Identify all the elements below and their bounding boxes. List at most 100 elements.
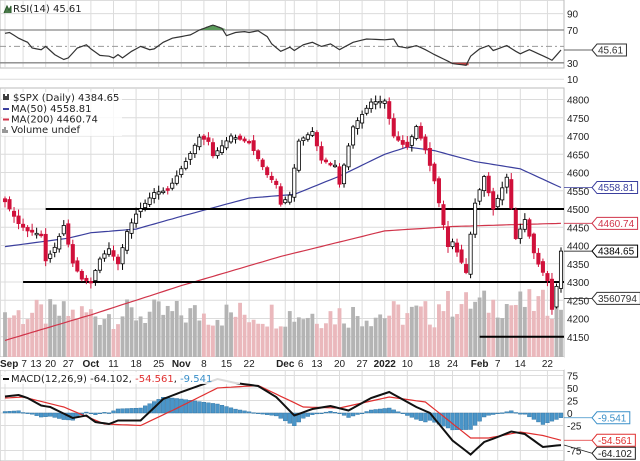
value-flag-label: -9.541 [598, 413, 627, 424]
volume-bar [360, 326, 365, 357]
volume-bar [192, 305, 197, 357]
macd-histogram-bar [242, 410, 247, 414]
macd-histogram-bar [11, 410, 17, 414]
volume-bar [414, 305, 419, 357]
candle-down [251, 140, 256, 151]
macd-histogram-bar [414, 412, 419, 420]
volume-bar [7, 317, 12, 357]
date-axis-tick: 10 [402, 359, 414, 370]
price-axis-tick: 4700 [567, 132, 590, 143]
candle-up [468, 233, 473, 275]
legend-entry: Volume undef [11, 125, 81, 136]
candle-down [418, 125, 423, 139]
price-axis-tick: 4250 [567, 296, 590, 307]
price-axis-tick: 4300 [567, 278, 590, 289]
candle-down [265, 167, 270, 176]
macd-title-separator: , [174, 374, 180, 385]
date-axis-tick: 20 [45, 359, 57, 370]
candle-up [156, 191, 161, 195]
candle-up [364, 107, 369, 114]
candle-down [337, 166, 342, 185]
macd-histogram-bar [224, 406, 229, 414]
candle-up [34, 232, 39, 236]
macd-histogram-bar [39, 412, 44, 418]
volume-bar [441, 311, 446, 357]
macd-histogram-bar [477, 412, 482, 422]
volume-bar [43, 323, 48, 357]
volume-bar [314, 323, 319, 357]
volume-bar [84, 312, 89, 357]
volume-bar [25, 319, 30, 357]
date-axis-tick: 2022 [374, 359, 397, 370]
macd-histogram-bar [495, 412, 500, 415]
macd-histogram-bar [341, 412, 347, 416]
macd-histogram-bar [518, 412, 523, 415]
candle-down [549, 278, 554, 310]
volume-bar [111, 328, 116, 357]
date-axis-tick: 24 [447, 359, 459, 370]
volume-bar [427, 324, 432, 357]
volume-bar [224, 304, 229, 357]
macd-histogram-bar [246, 411, 252, 414]
macd-histogram-bar [57, 412, 62, 419]
macd-histogram-bar [405, 412, 410, 416]
price-axis-tick: 4400 [567, 242, 590, 253]
rsi-axis-tick: 30 [567, 59, 579, 70]
candle-down [455, 242, 460, 253]
candle-up [283, 199, 288, 204]
macd-histogram-bar [310, 412, 315, 415]
volume-bar [147, 311, 152, 357]
volume-bar [39, 304, 44, 357]
rsi-value-flag: 45.61 [564, 43, 627, 56]
macd-histogram-bar [102, 412, 107, 414]
value-flag-label: 3560794 [598, 294, 637, 305]
candle-up [183, 161, 188, 169]
candle-up [188, 152, 193, 160]
price-value-flag: 4384.65 [564, 244, 639, 258]
macd-histogram-bar [346, 412, 351, 418]
volume-bar [34, 299, 39, 357]
candle-down [242, 138, 247, 142]
candle-down [7, 199, 12, 210]
candle-up [504, 176, 509, 188]
volume-bar [116, 324, 120, 357]
macd-histogram-bar [292, 412, 297, 427]
volume-bar [229, 312, 233, 357]
rsi-axis-tick: 90 [567, 10, 579, 21]
candle-down [405, 141, 410, 148]
macd-histogram-bar [391, 409, 396, 414]
volume-bar [373, 317, 378, 357]
candle-up [102, 253, 107, 259]
volume-bar [152, 299, 157, 357]
volume-bar [396, 304, 401, 357]
volume-bar [364, 320, 369, 357]
price-axis-tick: 4450 [567, 223, 590, 234]
volume-bar [156, 301, 161, 357]
volume-bar [455, 314, 459, 357]
candle-up [197, 136, 202, 148]
candle-up [287, 194, 292, 203]
volume-bar [351, 306, 355, 357]
candle-up [224, 140, 229, 149]
candle-up [518, 228, 523, 239]
date-axis-tick: 22 [244, 359, 256, 370]
candle-down [238, 135, 243, 140]
macd-histogram-bar [30, 412, 35, 415]
macd-histogram-bar [260, 412, 265, 415]
volume-bar [247, 322, 252, 357]
date-axis-tick: Dec [276, 359, 295, 370]
macd-histogram-bar [463, 412, 469, 430]
value-flag-box [591, 244, 639, 258]
macd-histogram-bar [328, 411, 333, 414]
macd-histogram-bar [206, 402, 211, 414]
volume-bar [107, 314, 111, 357]
macd-value-flag: -54.561 [564, 433, 636, 447]
macd-histogram-bar [161, 397, 166, 414]
volume-bar [161, 314, 166, 357]
macd-histogram-bar [183, 399, 188, 414]
candle-down [16, 215, 21, 225]
macd-histogram-bar [52, 412, 57, 418]
volume-bar [238, 302, 242, 357]
candle-down [210, 142, 215, 157]
candle-down [459, 249, 464, 263]
